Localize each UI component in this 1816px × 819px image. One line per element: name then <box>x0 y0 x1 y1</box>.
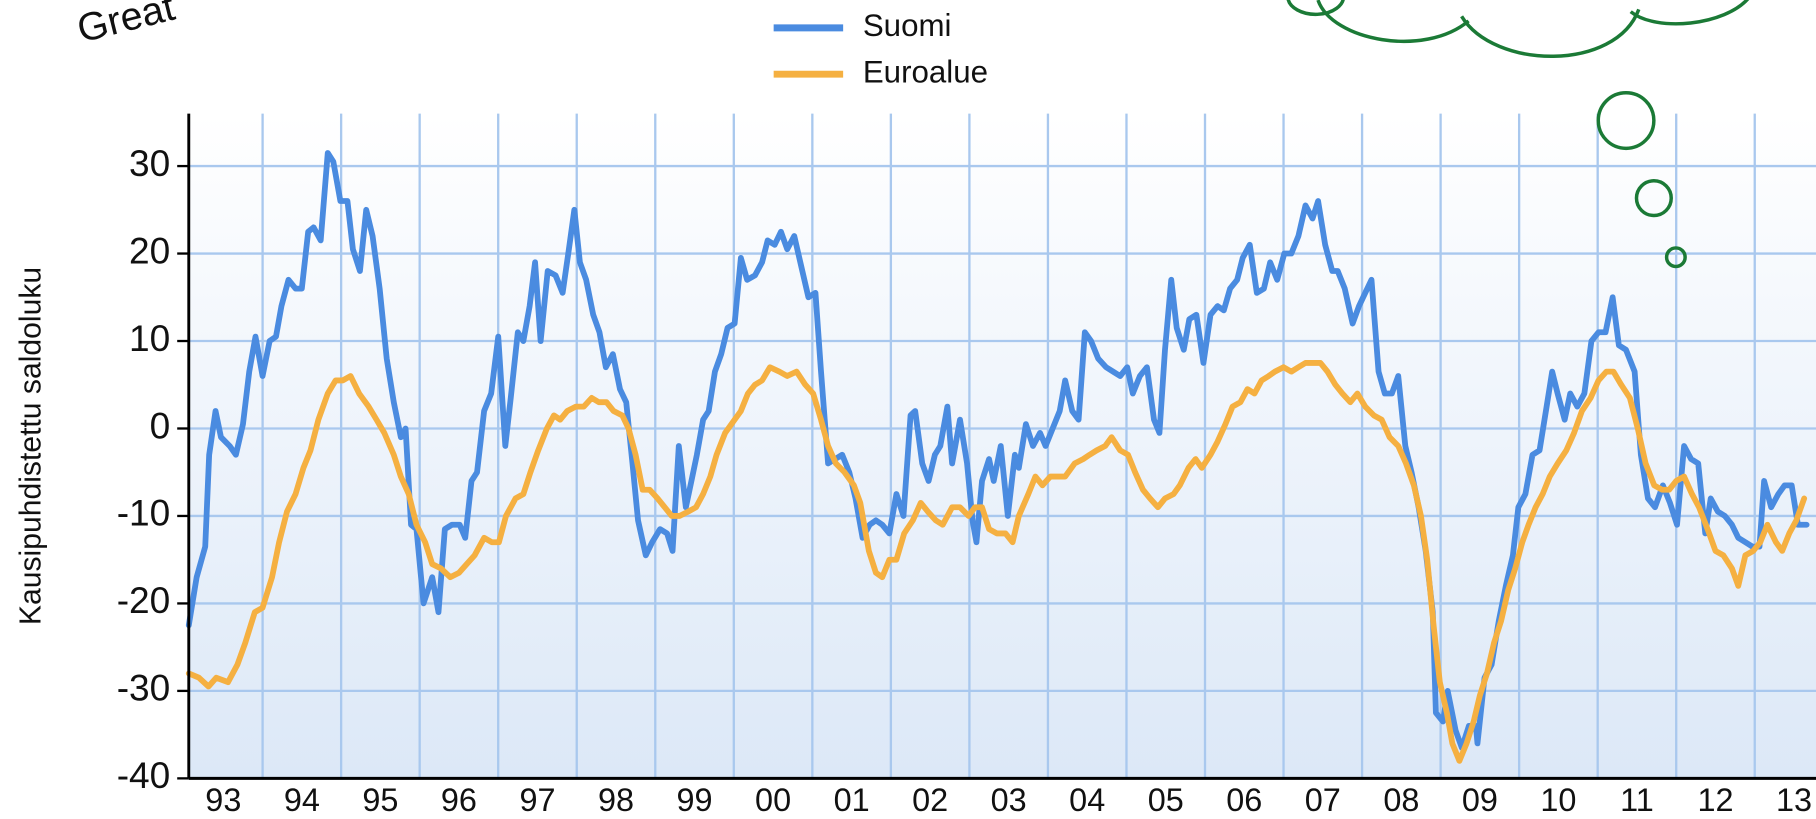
x-tick-label: 95 <box>362 782 398 818</box>
legend-label: Suomi <box>863 8 952 43</box>
x-tick-label: 00 <box>755 782 791 818</box>
y-tick-label: 20 <box>129 229 170 271</box>
x-tick-label: 99 <box>677 782 713 818</box>
cloud-lobe <box>1462 9 1639 56</box>
x-tick-label: 94 <box>284 782 320 818</box>
cloud-lobe <box>1288 0 1344 14</box>
y-tick-label: -30 <box>117 667 171 709</box>
y-axis-title: Kausipuhdistettu saldoluku <box>14 267 47 625</box>
y-tick-label: -40 <box>117 754 171 796</box>
page: Kausipuhdistettu saldoluku Great Suomi Eu… <box>0 0 1816 819</box>
x-tick-label: 04 <box>1069 782 1105 818</box>
x-tick-label: 03 <box>991 782 1027 818</box>
y-tick-label: -10 <box>117 492 171 534</box>
x-tick-label: 07 <box>1305 782 1341 818</box>
x-tick-label: 02 <box>912 782 948 818</box>
x-tick-label: 93 <box>205 782 241 818</box>
legend-label: Euroalue <box>863 54 988 89</box>
y-tick-label: 0 <box>150 404 171 446</box>
chart: Kausipuhdistettu saldoluku Great Suomi Eu… <box>0 0 1816 819</box>
x-tick-label: 09 <box>1462 782 1498 818</box>
x-tick-label: 01 <box>834 782 870 818</box>
x-tick-label: 11 <box>1620 782 1654 818</box>
x-tick-label: 10 <box>1540 782 1576 818</box>
x-tick-label: 12 <box>1697 782 1733 818</box>
x-tick-label: 08 <box>1383 782 1419 818</box>
x-tick-label: 05 <box>1148 782 1184 818</box>
y-tick-label: 10 <box>129 317 170 359</box>
y-tick-label: 30 <box>129 142 170 184</box>
x-tick-label: 13 <box>1776 782 1812 818</box>
y-tick-label: -20 <box>117 579 171 621</box>
legend: Suomi Euroalue <box>774 8 988 89</box>
x-tick-label: 97 <box>519 782 555 818</box>
x-tick-label: 98 <box>598 782 634 818</box>
x-tick-label: 06 <box>1226 782 1262 818</box>
annotation: Great <box>73 0 179 51</box>
x-tick-label: 96 <box>441 782 477 818</box>
cloud-lobe <box>1631 0 1749 24</box>
